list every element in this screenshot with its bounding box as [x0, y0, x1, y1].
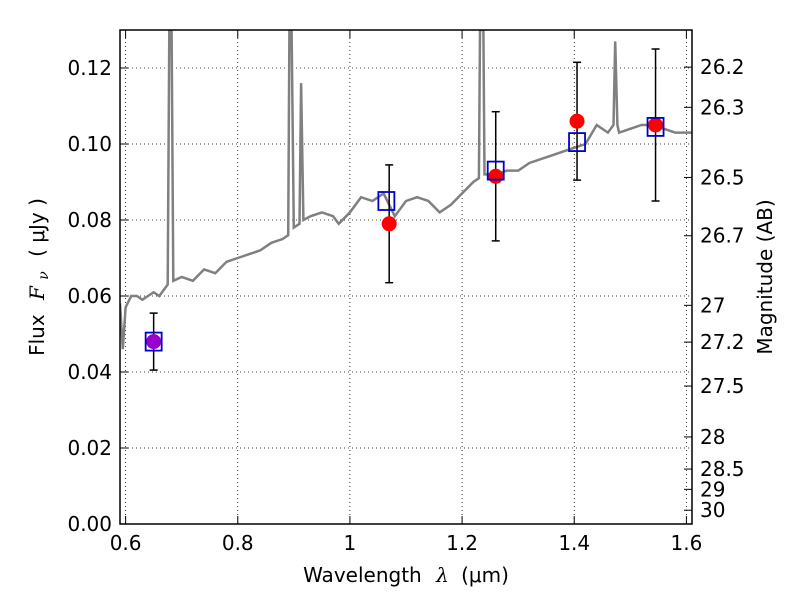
x-tick-label: 1	[344, 531, 357, 555]
y-axis-unit: ( μJy )	[25, 198, 49, 257]
y-tick-label: 0.08	[67, 208, 112, 232]
x-ticks: 0.6 0.8 1 1.2 1.4 1.6	[110, 30, 702, 555]
x-axis-label-text: Wavelength	[303, 563, 422, 587]
y-tick-label: 0.02	[67, 436, 112, 460]
model-box	[646, 117, 665, 137]
right-tick-label: 26.7	[700, 224, 745, 248]
model-box	[377, 191, 396, 211]
right-tick-label: 30	[700, 498, 725, 522]
observed-point	[648, 117, 664, 133]
y-tick-label: 0.00	[67, 512, 112, 536]
y-tick-label: 0.06	[67, 284, 112, 308]
error-bars	[149, 48, 660, 371]
observed-point	[381, 216, 397, 232]
right-tick-label: 27.2	[700, 330, 745, 354]
x-tick-label: 0.8	[222, 531, 254, 555]
y-axis-subscript: ν	[36, 271, 52, 280]
y-axis-label: Flux F ν ( μJy )	[25, 198, 53, 356]
y-tick-label: 0.12	[67, 56, 112, 80]
model-box	[144, 331, 163, 352]
y-tick-label: 0.04	[67, 360, 112, 384]
x-axis-symbol: λ	[435, 563, 449, 587]
x-tick-label: 1.4	[558, 531, 590, 555]
x-axis-label: Wavelength λ (μm)	[303, 563, 509, 587]
right-tick-label: 28.5	[700, 457, 745, 481]
right-tick-label: 26.3	[700, 95, 745, 119]
x-tick-label: 0.6	[110, 531, 142, 555]
right-axis-label: Magnitude (AB)	[753, 199, 777, 354]
right-tick-label: 27.5	[700, 374, 745, 398]
y-axis-label-text: Flux	[25, 314, 49, 356]
right-tick-label: 26.5	[700, 165, 745, 189]
right-tick-label: 27	[700, 293, 725, 317]
y-tick-label: 0.10	[67, 132, 112, 156]
x-tick-label: 1.6	[670, 531, 702, 555]
model-box	[568, 132, 586, 153]
x-tick-label: 1.2	[446, 531, 478, 555]
spectrum-curve	[120, 30, 692, 350]
x-axis-unit: (μm)	[461, 563, 509, 587]
right-tick-label: 29	[700, 477, 725, 501]
observed-point	[146, 334, 162, 350]
grid	[120, 30, 692, 524]
y-ticks: 0.00 0.02 0.04 0.06 0.08 0.10 0.12	[67, 56, 128, 536]
plot-frame	[119, 29, 693, 525]
model-boxes	[144, 117, 665, 352]
spectrum-line	[120, 30, 692, 350]
observed-point	[569, 113, 585, 129]
right-tick-label: 26.2	[700, 55, 745, 79]
right-tick-label: 28	[700, 425, 725, 449]
observed-point	[488, 168, 504, 184]
y-axis-symbol: F	[25, 285, 49, 301]
model-box	[486, 160, 505, 181]
